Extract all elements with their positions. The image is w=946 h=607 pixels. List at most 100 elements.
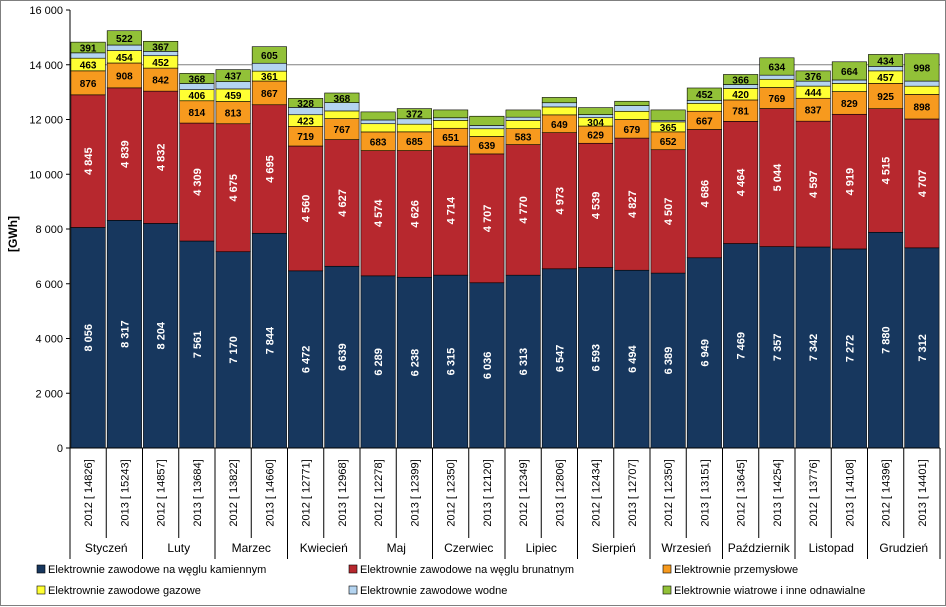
- bar-segment-s3-c15: [614, 110, 650, 120]
- bar-segment-s1-c3: [179, 122, 215, 242]
- bar-segment-s0-c12: [505, 274, 541, 449]
- bar-segment-s0-c6: [288, 270, 324, 449]
- data-label-s2-c22: 925: [877, 92, 894, 103]
- bar-segment-s1-c17: [686, 129, 722, 259]
- y-tick-label: 6 000: [35, 279, 63, 291]
- data-label-s0-c2: 8 204: [156, 321, 168, 349]
- category-label: 2012 [ 12434]: [591, 459, 603, 526]
- data-label-s3-c3: 406: [189, 91, 206, 102]
- data-label-s2-c8: 683: [370, 137, 387, 148]
- data-label-s5-c3: 368: [189, 74, 206, 85]
- month-label: Sierpień: [592, 541, 636, 555]
- y-tick-label: 0: [57, 443, 63, 455]
- bar-segment-s5-c10: [433, 109, 469, 119]
- data-label-s0-c0: 8 056: [83, 324, 95, 352]
- bar-segment-s5-c19: [759, 57, 795, 76]
- bar-segment-s1-c5: [251, 104, 287, 234]
- data-label-s0-c4: 7 170: [228, 336, 240, 364]
- bar-segment-s3-c12: [505, 120, 541, 129]
- category-label: 2013 [ 13684]: [192, 459, 204, 526]
- data-label-s0-c1: 8 317: [119, 320, 131, 348]
- month-label: Maj: [387, 541, 406, 555]
- bar-segment-s1-c19: [759, 108, 795, 247]
- bar-segment-s4-c1: [106, 44, 142, 51]
- bar-segment-s5-c0: [70, 41, 106, 54]
- legend-swatch: [36, 564, 46, 574]
- month-label: Luty: [167, 541, 190, 555]
- data-label-s1-c5: 4 695: [264, 155, 276, 183]
- data-label-s5-c0: 391: [80, 43, 97, 54]
- month-label: Grudzień: [879, 541, 928, 555]
- y-tick-label: 12 000: [29, 115, 63, 127]
- data-label-s5-c1: 522: [116, 34, 133, 45]
- data-label-s1-c16: 4 507: [663, 198, 675, 226]
- data-label-s0-c18: 7 469: [736, 332, 748, 360]
- bar-segment-s0-c4: [215, 251, 251, 449]
- bar-segment-s4-c4: [215, 81, 251, 90]
- category-label: 2012 [ 13776]: [808, 459, 820, 526]
- data-label-s3-c22: 457: [877, 73, 894, 84]
- month-label: Kwiecień: [300, 541, 348, 555]
- bar-segment-s1-c6: [288, 145, 324, 272]
- category-label: 2013 [ 14401]: [917, 459, 929, 526]
- data-label-s2-c14: 629: [587, 131, 604, 142]
- data-label-s3-c1: 454: [116, 53, 133, 64]
- bar-segment-s5-c12: [505, 109, 541, 118]
- bar-segment-s5-c15: [614, 100, 650, 106]
- data-label-s0-c13: 6 547: [554, 345, 566, 373]
- bar-segment-s3-c9: [396, 123, 432, 133]
- legend: Elektrownie zawodowe na węglu kamiennym E…: [36, 564, 865, 597]
- month-label: Czerwiec: [444, 541, 493, 555]
- bar-segment-s0-c9: [396, 276, 432, 449]
- bar-segment-s5-c2: [143, 40, 179, 52]
- legend-swatch: [36, 585, 46, 595]
- data-label-s1-c3: 4 309: [192, 168, 204, 196]
- data-label-s3-c2: 452: [152, 58, 169, 69]
- bar-segment-s1-c21: [831, 113, 867, 250]
- data-label-s0-c16: 6 389: [663, 347, 675, 375]
- data-label-s5-c21: 664: [841, 67, 858, 78]
- category-label: 2012 [ 12278]: [373, 459, 385, 526]
- category-label: 2012 [ 12350]: [663, 459, 675, 526]
- data-label-s3-c16: 365: [660, 123, 677, 134]
- bar-segment-s3-c10: [433, 120, 469, 129]
- data-label-s0-c7: 6 639: [337, 343, 349, 371]
- data-label-s3-c14: 304: [587, 118, 604, 129]
- data-label-s3-c20: 444: [805, 88, 822, 99]
- data-label-s1-c0: 4 845: [83, 147, 95, 175]
- bar-segment-s1-c22: [868, 108, 904, 233]
- bar-segment-s0-c3: [179, 240, 215, 449]
- data-label-s0-c17: 6 949: [699, 339, 711, 367]
- category-label: 2013 [ 12806]: [554, 459, 566, 526]
- legend-label: Elektrownie zawodowe na węglu brunatnym: [360, 564, 574, 576]
- bar-segment-s5-c21: [831, 61, 867, 81]
- data-label-s0-c3: 7 561: [192, 331, 204, 359]
- legend-label: Elektrownie wiatrowe i inne odnawialne: [674, 585, 865, 597]
- bar-segment-s5-c17: [686, 87, 722, 101]
- bar-segment-s3-c11: [469, 128, 505, 137]
- data-label-s0-c6: 6 472: [301, 346, 313, 374]
- bar-segment-s5-c1: [106, 30, 142, 46]
- bar-segment-s1-c14: [578, 142, 614, 268]
- bar-segment-s5-c14: [578, 107, 614, 115]
- bar-segment-s0-c18: [723, 243, 759, 449]
- bar-segment-s0-c5: [251, 232, 287, 449]
- data-label-s2-c23: 898: [914, 103, 931, 114]
- data-label-s2-c7: 767: [334, 125, 351, 136]
- bar-segment-s5-c7: [324, 92, 360, 103]
- legend-swatch: [662, 585, 672, 595]
- data-label-s1-c10: 4 714: [446, 196, 458, 224]
- data-label-s5-c5: 605: [261, 51, 278, 62]
- data-label-s3-c6: 423: [297, 117, 314, 128]
- category-label: 2012 [ 12350]: [446, 459, 458, 526]
- bar-segment-s3-c17: [686, 102, 722, 112]
- bar-segment-s5-c16: [650, 109, 686, 121]
- y-tick-label: 14 000: [29, 60, 63, 72]
- data-label-s0-c21: 7 272: [844, 335, 856, 363]
- data-label-s2-c11: 639: [479, 141, 496, 152]
- category-label: 2013 [ 14108]: [844, 459, 856, 526]
- data-label-s1-c13: 4 973: [554, 187, 566, 215]
- month-label: Styczeń: [85, 541, 128, 555]
- bar-segment-s3-c8: [360, 123, 396, 133]
